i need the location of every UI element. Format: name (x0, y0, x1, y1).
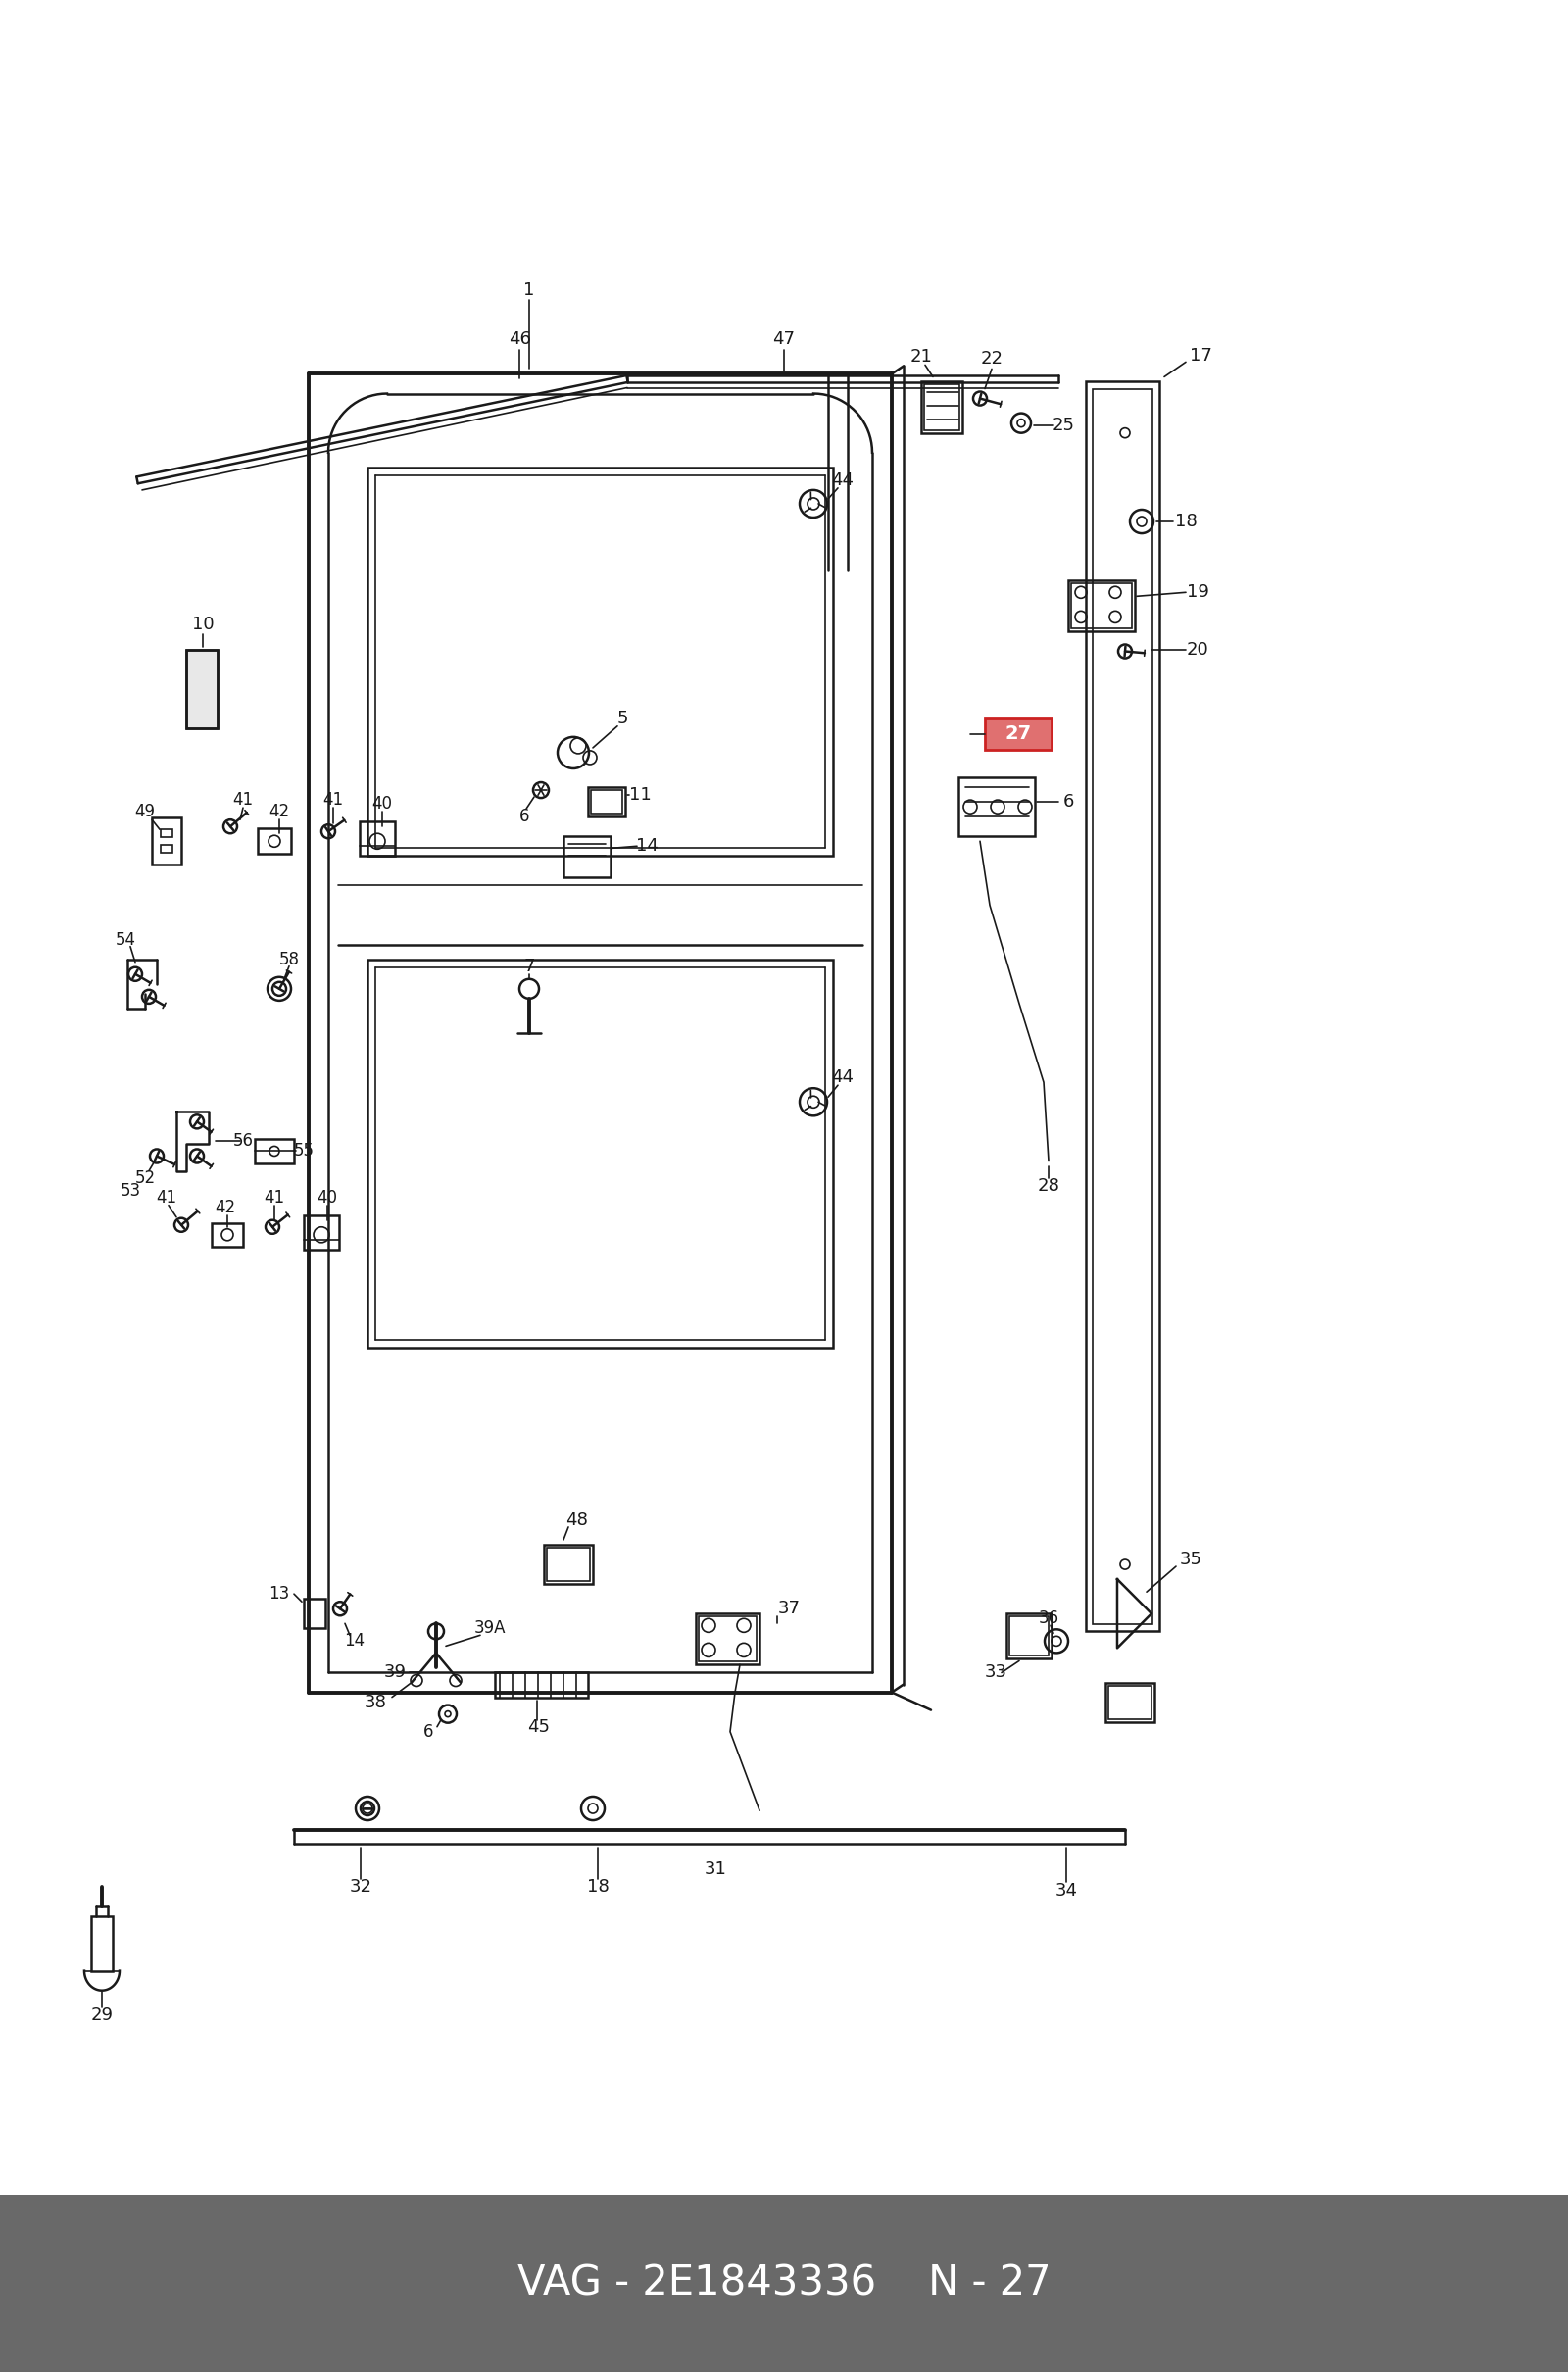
Bar (985, 719, 1052, 750)
Text: 22: 22 (980, 351, 1004, 368)
Text: 13: 13 (268, 1584, 289, 1603)
Text: 28: 28 (1038, 1177, 1060, 1195)
Text: 40: 40 (317, 1188, 337, 1207)
Text: 6: 6 (519, 809, 530, 825)
Bar (1093, 389, 1152, 1625)
Text: 14: 14 (635, 837, 659, 854)
Bar (547, 1547, 590, 1582)
Text: 52: 52 (135, 1169, 155, 1186)
Text: 54: 54 (114, 930, 136, 949)
Text: 20: 20 (1187, 640, 1209, 657)
Bar (91, 1917, 113, 1971)
Bar (187, 650, 218, 728)
Text: 17: 17 (1189, 346, 1212, 365)
Bar (212, 1224, 243, 1248)
Text: 41: 41 (263, 1188, 285, 1207)
Text: 41: 41 (323, 792, 343, 809)
Text: 41: 41 (232, 792, 254, 809)
Text: 36: 36 (1038, 1611, 1058, 1627)
Bar (162, 844, 172, 854)
Text: 39: 39 (384, 1663, 406, 1682)
Text: 35: 35 (1179, 1551, 1203, 1568)
Bar (257, 828, 292, 854)
Text: 49: 49 (135, 802, 155, 821)
Text: 32: 32 (350, 1879, 372, 1895)
Text: 19: 19 (1187, 584, 1209, 600)
Text: 31: 31 (704, 1860, 726, 1879)
Bar (495, 1672, 588, 1698)
Text: 18: 18 (586, 1879, 608, 1895)
Bar (304, 1599, 326, 1627)
Text: 41: 41 (157, 1188, 177, 1207)
Text: 58: 58 (279, 951, 299, 968)
Text: 6: 6 (1063, 792, 1074, 811)
Text: 1: 1 (524, 282, 535, 299)
Text: 27: 27 (1005, 726, 1032, 742)
Bar (1085, 382, 1159, 1632)
Text: 38: 38 (365, 1694, 387, 1710)
Text: 37: 37 (778, 1599, 801, 1618)
Bar (162, 830, 172, 837)
Text: 33: 33 (985, 1663, 1007, 1682)
Text: 25: 25 (1052, 415, 1074, 434)
Text: 34: 34 (1055, 1883, 1077, 1900)
Text: 44: 44 (831, 472, 855, 489)
Bar (1068, 581, 1135, 631)
Text: 18: 18 (1174, 512, 1196, 531)
Text: VAG - 2E1843336    N - 27: VAG - 2E1843336 N - 27 (517, 2263, 1051, 2303)
Text: 7: 7 (524, 958, 535, 975)
Text: 21: 21 (909, 349, 933, 365)
Bar (544, 1544, 593, 1584)
Bar (1071, 584, 1132, 629)
Bar (1007, 1613, 1052, 1658)
Bar (924, 384, 960, 429)
Bar (1105, 1682, 1154, 1722)
Text: 55: 55 (293, 1143, 314, 1160)
Bar (1010, 1618, 1049, 1656)
Bar (187, 650, 218, 728)
Text: 47: 47 (773, 330, 795, 349)
Text: 45: 45 (528, 1717, 550, 1736)
Bar (958, 778, 1035, 837)
Bar (563, 837, 610, 878)
Bar (699, 1618, 756, 1663)
Text: 29: 29 (91, 2007, 113, 2023)
Text: 48: 48 (564, 1511, 588, 1530)
Text: 11: 11 (629, 785, 651, 804)
Bar (588, 788, 626, 816)
Bar (359, 821, 395, 856)
Text: 6: 6 (423, 1722, 433, 1741)
Bar (922, 382, 963, 434)
Text: 5: 5 (616, 709, 627, 728)
Bar (696, 1613, 759, 1665)
Text: 40: 40 (372, 795, 392, 814)
Text: 56: 56 (232, 1131, 254, 1150)
Bar (367, 467, 833, 856)
Bar (367, 958, 833, 1347)
Text: 53: 53 (121, 1181, 141, 1200)
Text: 10: 10 (191, 617, 213, 633)
Text: 44: 44 (831, 1067, 855, 1086)
Bar (254, 1139, 295, 1162)
Text: 42: 42 (270, 802, 290, 821)
Text: 42: 42 (215, 1198, 235, 1217)
Bar (591, 790, 622, 814)
Bar (1109, 1686, 1151, 1720)
Text: 14: 14 (345, 1632, 365, 1651)
Bar (152, 818, 182, 866)
Text: 46: 46 (508, 330, 530, 349)
Text: 39A: 39A (474, 1620, 506, 1637)
Bar (304, 1214, 339, 1250)
